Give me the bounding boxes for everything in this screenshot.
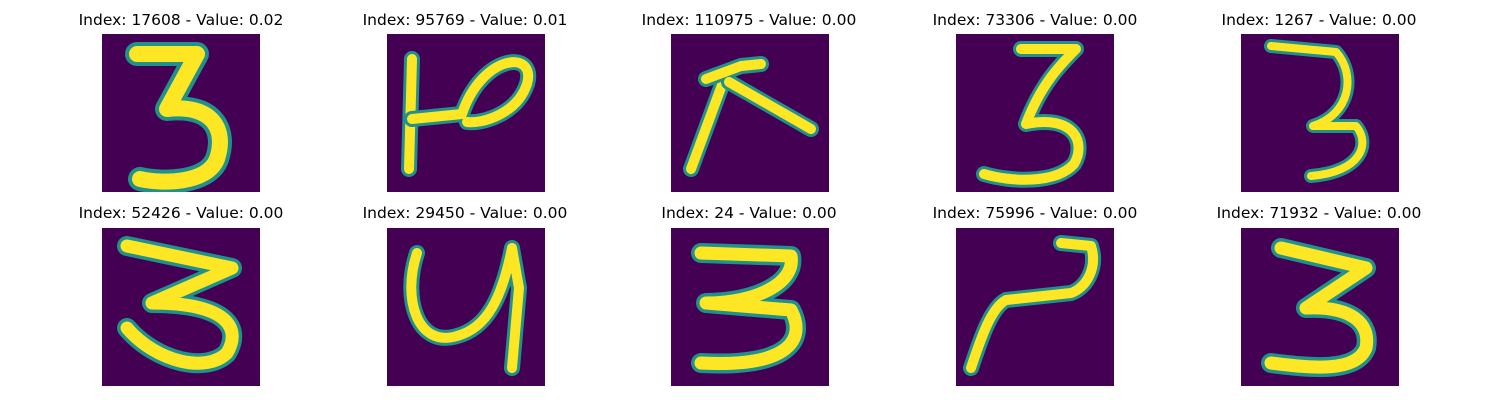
panel-title-7: Index: 29450 - Value: 0.00 <box>362 204 568 222</box>
panel-title-4: Index: 73306 - Value: 0.00 <box>932 11 1138 29</box>
digit-image-9 <box>956 228 1114 386</box>
panel-title-9: Index: 75996 - Value: 0.00 <box>932 204 1138 222</box>
panel-title-3: Index: 110975 - Value: 0.00 <box>641 11 857 29</box>
panel-title-8: Index: 24 - Value: 0.00 <box>661 204 837 222</box>
digit-image-7 <box>387 228 545 386</box>
digit-image-8 <box>671 228 829 386</box>
panel-title-5: Index: 1267 - Value: 0.00 <box>1221 11 1417 29</box>
digit-image-1 <box>102 34 260 192</box>
digit-image-2 <box>387 34 545 192</box>
digit-image-3 <box>671 34 829 192</box>
panel-title-6: Index: 52426 - Value: 0.00 <box>78 204 284 222</box>
digit-image-4 <box>956 34 1114 192</box>
panel-title-2: Index: 95769 - Value: 0.01 <box>362 11 568 29</box>
digit-image-6 <box>102 228 260 386</box>
panel-title-1: Index: 17608 - Value: 0.02 <box>78 11 284 29</box>
digit-image-10 <box>1241 228 1399 386</box>
panel-title-10: Index: 71932 - Value: 0.00 <box>1216 204 1422 222</box>
digit-image-5 <box>1241 34 1399 192</box>
